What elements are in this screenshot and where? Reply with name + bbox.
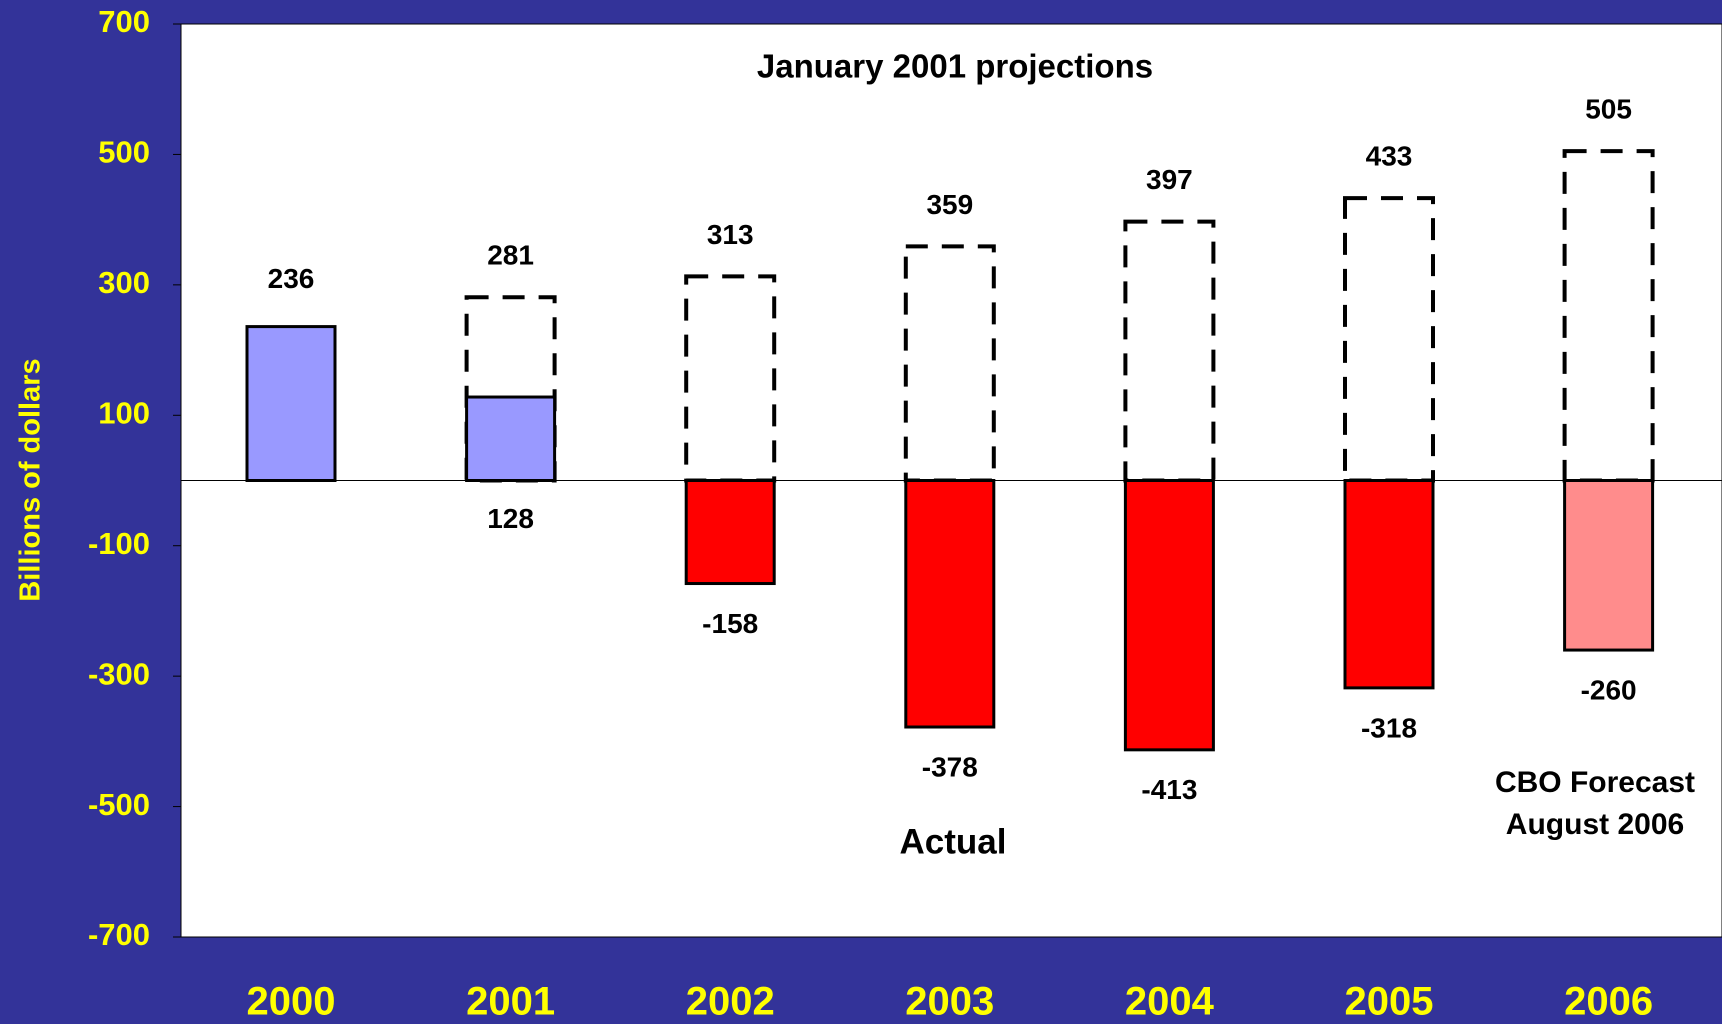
x-tick-label: 2006 <box>1564 980 1653 1024</box>
actual-bar <box>684 479 776 586</box>
data-label: -318 <box>1361 712 1417 743</box>
data-label: -413 <box>1141 774 1197 805</box>
x-tick-label: 2000 <box>247 980 336 1024</box>
y-tick-label: -700 <box>88 917 150 952</box>
y-tick-label: -100 <box>88 526 150 561</box>
annotation: Actual <box>900 822 1007 861</box>
data-label: 236 <box>268 263 315 294</box>
projection-label: 505 <box>1585 94 1632 125</box>
actual-bar <box>465 395 557 483</box>
data-label: 128 <box>487 503 534 534</box>
projection-bar <box>1123 219 1216 483</box>
projection-label: 359 <box>926 189 973 220</box>
projection-label: 397 <box>1146 164 1193 195</box>
y-tick-label: 100 <box>98 395 150 430</box>
projection-bar <box>1562 149 1655 483</box>
data-label: -158 <box>702 608 758 639</box>
x-tick-label: 2005 <box>1345 980 1434 1024</box>
y-tick-label: 300 <box>98 265 150 300</box>
projection-label: 433 <box>1366 141 1413 172</box>
data-label: -378 <box>922 751 978 782</box>
projection-label: 313 <box>707 219 754 250</box>
x-tick-label: 2002 <box>686 980 775 1024</box>
projection-bar <box>464 295 557 483</box>
y-axis-label: Billions of dollars <box>15 358 47 601</box>
annotation: August 2006 <box>1506 808 1684 841</box>
annotation: CBO Forecast <box>1495 766 1695 799</box>
chart-title: January 2001 projections <box>757 48 1153 85</box>
x-tick-label: 2004 <box>1125 980 1215 1024</box>
y-tick-label: 700 <box>98 4 150 39</box>
x-tick-label: 2003 <box>905 980 994 1024</box>
actual-bar <box>1563 479 1655 652</box>
actual-bar <box>1343 479 1435 690</box>
y-tick-label: -500 <box>88 787 150 822</box>
y-tick-label: -300 <box>88 656 150 691</box>
projection-label: 281 <box>487 240 534 271</box>
actual-bar <box>245 325 337 483</box>
data-label: -260 <box>1581 674 1637 705</box>
actual-bar <box>1123 479 1215 752</box>
y-tick-label: 500 <box>98 135 150 170</box>
actual-bar <box>904 479 996 729</box>
x-tick-label: 2001 <box>466 980 555 1024</box>
